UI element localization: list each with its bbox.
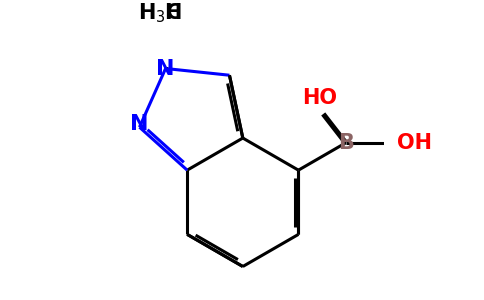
Text: N: N	[156, 58, 175, 79]
Text: H$_3$C: H$_3$C	[138, 1, 182, 25]
Text: HO: HO	[302, 88, 337, 107]
Text: N: N	[130, 114, 149, 134]
Text: OH: OH	[397, 133, 432, 153]
Text: B: B	[338, 133, 354, 153]
Text: H: H	[164, 3, 182, 23]
